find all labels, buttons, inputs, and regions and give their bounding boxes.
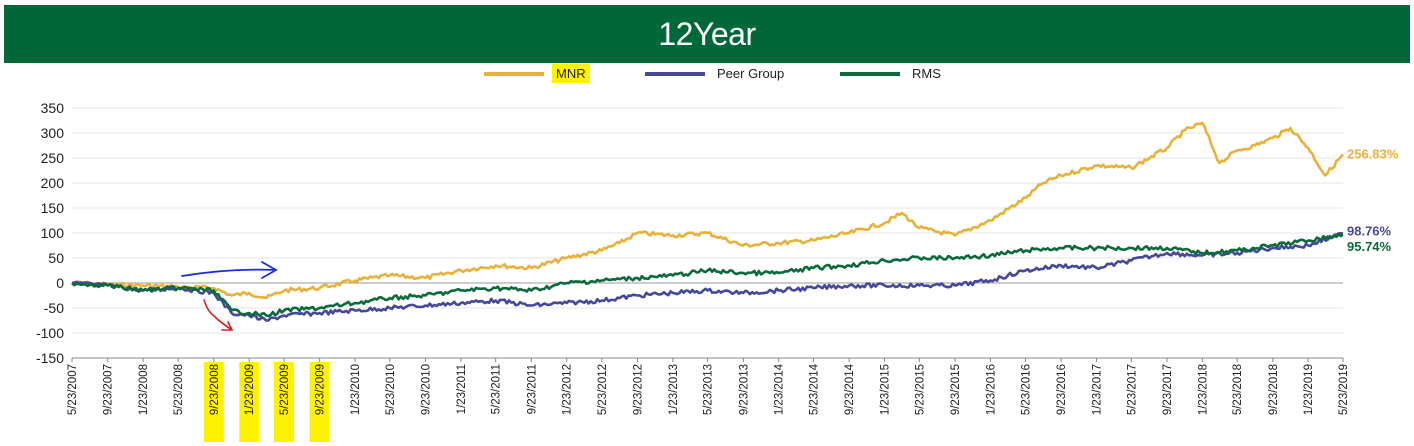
x-tick-label: 5/23/2007 [67,364,79,415]
x-tick-label: 5/23/2009 [279,364,291,415]
y-tick-label: 200 [41,175,65,191]
x-tick-label: 9/23/2011 [526,364,538,414]
x-tick-label: 1/23/2019 [1303,364,1315,415]
x-tick-label: 1/23/2010 [350,364,362,415]
y-tick-label: -50 [44,300,64,316]
x-tick-label: 1/23/2009 [244,364,256,415]
legend-swatch-peer-group [645,71,705,76]
legend-item-peer-group: Peer Group [645,64,788,83]
x-tick-label: 1/23/2012 [562,364,574,415]
x-tick-label: 5/23/2019 [1338,364,1350,415]
y-tick-label: 150 [41,200,65,216]
end-label-rms: 95.74% [1347,239,1392,254]
x-tick-label: 5/23/2012 [597,364,609,415]
x-tick-label: 5/23/2018 [1232,364,1244,415]
x-tick-label: 1/23/2008 [138,364,150,415]
y-tick-label: 350 [41,100,65,116]
y-tick-label: 250 [41,150,65,166]
legend: MNR Peer Group RMS [0,62,1414,88]
chart-title: 12Year [658,15,756,52]
x-tick-label: 9/23/2013 [738,364,750,415]
x-tick-label: 1/23/2011 [456,364,468,414]
x-tick-label: 5/23/2013 [703,364,715,415]
x-tick-label: 1/23/2013 [668,364,680,415]
series-line-peer-group [71,232,1344,322]
y-tick-label: 300 [41,125,65,141]
x-tick-label: 5/23/2011 [491,364,503,414]
x-tick-label: 5/23/2014 [808,363,820,415]
y-tick-label: 100 [41,225,65,241]
end-label-peer-group: 98.76% [1347,224,1392,239]
annotation-red-arrow [203,299,234,331]
series-line-mnr [71,121,1344,300]
x-tick-label: 1/23/2017 [1092,364,1104,415]
x-tick-label: 9/23/2009 [315,364,327,415]
x-tick-highlight [239,362,260,442]
x-tick-highlight [309,362,330,442]
x-tick-label: 5/23/2010 [385,364,397,415]
x-tick-label: 5/23/2015 [914,364,926,415]
legend-item-rms: RMS [840,64,945,83]
x-tick-highlight [273,362,294,442]
x-tick-label: 5/23/2016 [1020,364,1032,415]
x-tick-label: 9/23/2010 [420,364,432,415]
x-tick-label: 5/23/2017 [1126,364,1138,415]
x-tick-label: 9/23/2017 [1162,364,1174,415]
end-label-mnr: 256.83% [1347,147,1399,162]
y-tick-label: 50 [48,250,64,266]
legend-swatch-rms [840,71,900,76]
x-tick-label: 9/23/2008 [209,364,221,415]
x-tick-label: 1/23/2016 [985,364,997,415]
legend-label-mnr: MNR [552,64,590,83]
legend-item-mnr: MNR [484,64,590,83]
x-tick-label: 5/23/2008 [173,364,185,415]
x-tick-label: 9/23/2015 [950,364,962,415]
x-tick-label: 1/23/2014 [774,363,786,415]
legend-swatch-mnr [484,71,544,76]
x-tick-label: 9/23/2014 [844,363,856,415]
x-tick-label: 9/23/2018 [1268,364,1280,415]
x-tick-label: 9/23/2016 [1056,364,1068,415]
x-tick-highlight [203,362,224,442]
series-line-rms [71,233,1344,318]
y-tick-label: 0 [56,275,64,291]
x-tick-label: 9/23/2007 [103,364,115,415]
legend-label-peer-group: Peer Group [717,66,785,81]
y-tick-label: -150 [36,350,64,366]
x-tick-label: 9/23/2012 [632,364,644,415]
legend-label-rms: RMS [912,66,941,81]
x-tick-label: 1/23/2018 [1197,364,1209,415]
annotation-blue-arrow [181,261,278,279]
y-tick-label: -100 [36,325,64,341]
chart-header: 12Year [4,5,1410,63]
x-tick-label: 1/23/2015 [880,364,892,415]
